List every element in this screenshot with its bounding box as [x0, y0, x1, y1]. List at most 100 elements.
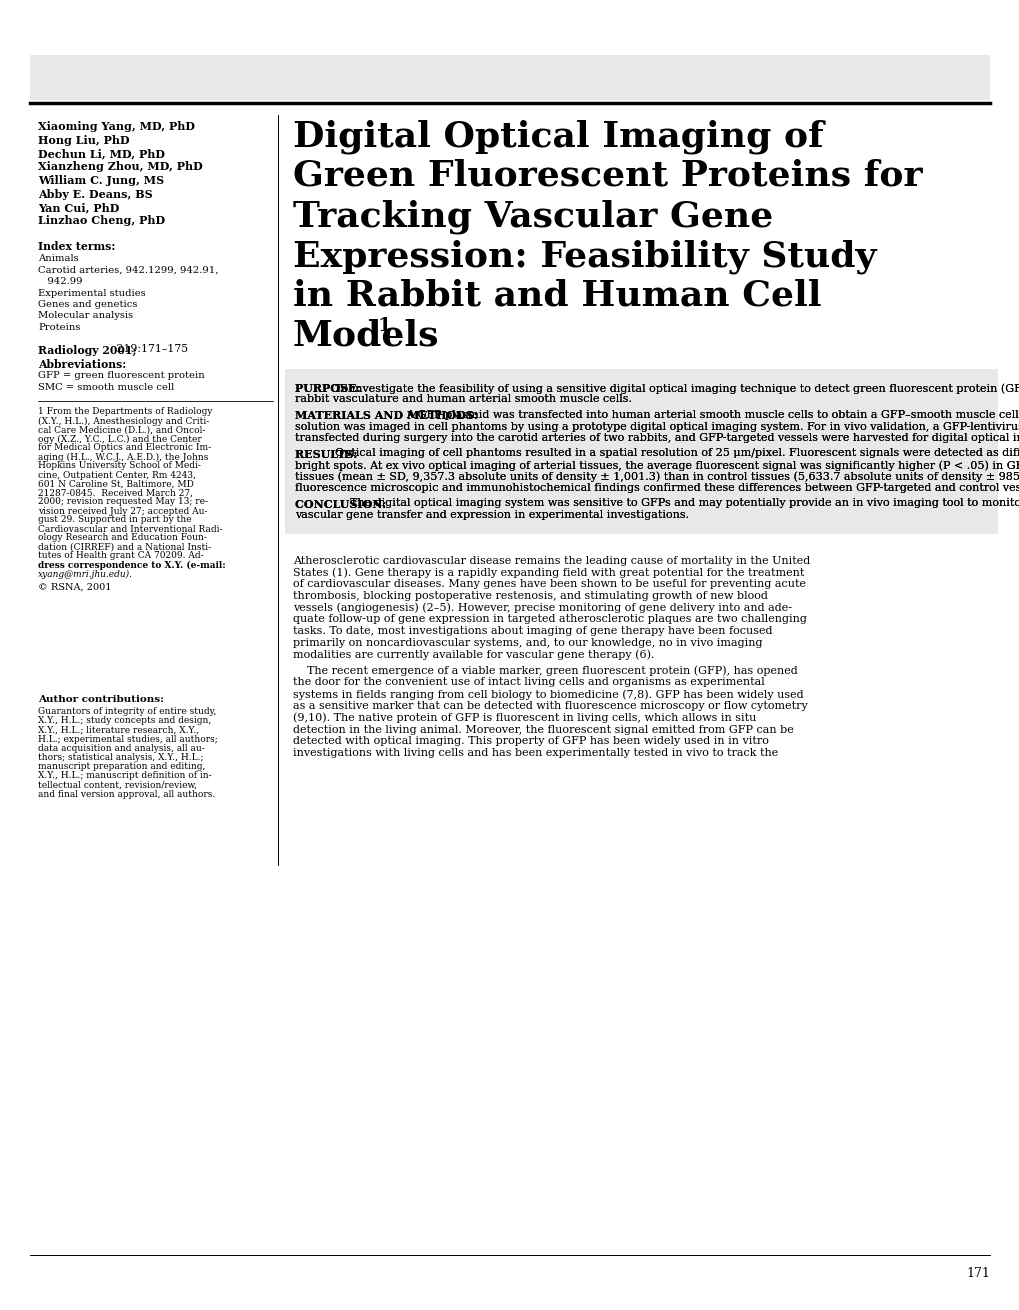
- Text: as a sensitive marker that can be detected with fluorescence microscopy or flow : as a sensitive marker that can be detect…: [292, 701, 807, 711]
- Text: transfected during surgery into the carotid arteries of two rabbits, and GFP-tar: transfected during surgery into the caro…: [294, 434, 1019, 443]
- Text: 1 From the Departments of Radiology: 1 From the Departments of Radiology: [38, 407, 212, 417]
- Text: X.Y., H.L.; literature research, X.Y.,: X.Y., H.L.; literature research, X.Y.,: [38, 726, 199, 735]
- Text: Atherosclerotic cardiovascular disease remains the leading cause of mortality in: Atherosclerotic cardiovascular disease r…: [292, 555, 809, 566]
- Text: for Medical Optics and Electronic Im-: for Medical Optics and Electronic Im-: [38, 444, 211, 452]
- Text: Carotid arteries, 942.1299, 942.91,: Carotid arteries, 942.1299, 942.91,: [38, 266, 218, 275]
- Text: Green Fluorescent Proteins for: Green Fluorescent Proteins for: [292, 159, 921, 193]
- Text: data acquisition and analysis, all au-: data acquisition and analysis, all au-: [38, 744, 205, 753]
- Text: tissues (mean ± SD, 9,357.3 absolute units of density ± 1,001.3) than in control: tissues (mean ± SD, 9,357.3 absolute uni…: [294, 472, 1019, 482]
- Text: solution was imaged in cell phantoms by using a prototype digital optical imagin: solution was imaged in cell phantoms by …: [294, 422, 1019, 431]
- Text: rabbit vasculature and human arterial smooth muscle cells.: rabbit vasculature and human arterial sm…: [294, 394, 632, 405]
- Bar: [284, 369, 997, 533]
- Text: MATERIALS AND METHODS:: MATERIALS AND METHODS:: [294, 410, 481, 421]
- Text: Guarantors of integrity of entire study,: Guarantors of integrity of entire study,: [38, 707, 216, 717]
- Text: CONCLUSION:: CONCLUSION:: [294, 499, 389, 510]
- Text: Digital Optical Imaging of: Digital Optical Imaging of: [292, 119, 823, 153]
- Text: PURPOSE:: PURPOSE:: [294, 383, 364, 394]
- Text: vascular gene transfer and expression in experimental investigations.: vascular gene transfer and expression in…: [294, 510, 689, 520]
- Text: fluorescence microscopic and immunohistochemical findings confirmed these differ: fluorescence microscopic and immunohisto…: [294, 483, 1019, 493]
- Text: 21287-0845.  Received March 27,: 21287-0845. Received March 27,: [38, 489, 193, 498]
- Text: Yan Cui, PhD: Yan Cui, PhD: [38, 202, 119, 214]
- Text: States (1). Gene therapy is a rapidly expanding field with great potential for t: States (1). Gene therapy is a rapidly ex…: [292, 567, 804, 578]
- Text: Optical imaging of cell phantoms resulted in a spatial resolution of 25 μm/pixel: Optical imaging of cell phantoms resulte…: [335, 448, 1019, 458]
- Text: Experimental studies: Experimental studies: [38, 288, 146, 297]
- Text: Proteins: Proteins: [38, 324, 81, 331]
- Text: Optical imaging of cell phantoms resulted in a spatial resolution of 25 μm/pixel: Optical imaging of cell phantoms resulte…: [335, 448, 1019, 458]
- Text: 2000; revision requested May 13; re-: 2000; revision requested May 13; re-: [38, 498, 208, 507]
- Text: 1: 1: [377, 317, 391, 335]
- Text: H.L.; experimental studies, all authors;: H.L.; experimental studies, all authors;: [38, 735, 217, 744]
- Text: bright spots. At ex vivo optical imaging of arterial tissues, the average fluore: bright spots. At ex vivo optical imaging…: [294, 460, 1019, 470]
- Text: thors; statistical analysis, X.Y., H.L.;: thors; statistical analysis, X.Y., H.L.;: [38, 753, 204, 762]
- Text: cine, Outpatient Center, Rm 4243,: cine, Outpatient Center, Rm 4243,: [38, 470, 196, 479]
- Text: 942.99: 942.99: [38, 276, 83, 286]
- Text: modalities are currently available for vascular gene therapy (6).: modalities are currently available for v…: [292, 650, 654, 660]
- Text: vessels (angiogenesis) (2–5). However, precise monitoring of gene delivery into : vessels (angiogenesis) (2–5). However, p…: [292, 603, 791, 613]
- Text: A GFP plasmid was transfected into human arterial smooth muscle cells to obtain : A GFP plasmid was transfected into human…: [406, 410, 1019, 421]
- Text: Hong Liu, PhD: Hong Liu, PhD: [38, 135, 129, 145]
- Text: bright spots. At ex vivo optical imaging of arterial tissues, the average fluore: bright spots. At ex vivo optical imaging…: [294, 460, 1019, 470]
- Text: Index terms:: Index terms:: [38, 241, 115, 252]
- Text: (X.Y., H.L.), Anesthesiology and Criti-: (X.Y., H.L.), Anesthesiology and Criti-: [38, 417, 209, 426]
- Text: dation (CIRREF) and a National Insti-: dation (CIRREF) and a National Insti-: [38, 542, 211, 552]
- Text: aging (H.L., W.C.J., A.E.D.), the Johns: aging (H.L., W.C.J., A.E.D.), the Johns: [38, 452, 208, 461]
- Text: investigations with living cells and has been experimentally tested in vivo to t: investigations with living cells and has…: [292, 748, 777, 758]
- Text: tasks. To date, most investigations about imaging of gene therapy have been focu: tasks. To date, most investigations abou…: [292, 626, 771, 637]
- Text: 171: 171: [965, 1267, 989, 1280]
- Text: and final version approval, all authors.: and final version approval, all authors.: [38, 790, 215, 799]
- Text: Dechun Li, MD, PhD: Dechun Li, MD, PhD: [38, 148, 165, 159]
- Text: © RSNA, 2001: © RSNA, 2001: [38, 583, 111, 592]
- Text: (9,10). The native protein of GFP is fluorescent in living cells, which allows i: (9,10). The native protein of GFP is flu…: [292, 713, 756, 723]
- Text: in Rabbit and Human Cell: in Rabbit and Human Cell: [292, 279, 820, 313]
- Text: The digital optical imaging system was sensitive to GFPs and may potentially pro: The digital optical imaging system was s…: [351, 499, 1019, 508]
- Text: systems in fields ranging from cell biology to biomedicine (7,8). GFP has been w: systems in fields ranging from cell biol…: [292, 689, 803, 700]
- Text: primarily on noncardiovascular systems, and, to our knowledge, no in vivo imagin: primarily on noncardiovascular systems, …: [292, 638, 762, 648]
- Text: manuscript preparation and editing,: manuscript preparation and editing,: [38, 762, 205, 772]
- Text: MATERIALS AND METHODS:: MATERIALS AND METHODS:: [294, 410, 481, 421]
- Text: of cardiovascular diseases. Many genes have been shown to be useful for preventi: of cardiovascular diseases. Many genes h…: [292, 579, 805, 590]
- Text: To investigate the feasibility of using a sensitive digital optical imaging tech: To investigate the feasibility of using …: [335, 383, 1019, 393]
- Text: 601 N Caroline St, Baltimore, MD: 601 N Caroline St, Baltimore, MD: [38, 479, 194, 489]
- Text: Models: Models: [292, 320, 439, 352]
- Text: Abby E. Deans, BS: Abby E. Deans, BS: [38, 189, 153, 199]
- Text: solution was imaged in cell phantoms by using a prototype digital optical imagin: solution was imaged in cell phantoms by …: [294, 422, 1019, 431]
- Text: gust 29. Supported in part by the: gust 29. Supported in part by the: [38, 516, 192, 524]
- Text: X.Y., H.L.; manuscript definition of in-: X.Y., H.L.; manuscript definition of in-: [38, 772, 211, 781]
- Text: GFP = green fluorescent protein: GFP = green fluorescent protein: [38, 372, 205, 380]
- Text: Linzhao Cheng, PhD: Linzhao Cheng, PhD: [38, 216, 165, 227]
- Text: ogy (X.Z., Y.C., L.C.) and the Center: ogy (X.Z., Y.C., L.C.) and the Center: [38, 435, 202, 444]
- Text: Expression: Feasibility Study: Expression: Feasibility Study: [292, 238, 875, 274]
- Bar: [30, 55, 989, 100]
- Text: rabbit vasculature and human arterial smooth muscle cells.: rabbit vasculature and human arterial sm…: [294, 394, 632, 405]
- Text: PURPOSE:: PURPOSE:: [294, 383, 364, 394]
- Text: CONCLUSION:: CONCLUSION:: [294, 499, 389, 510]
- Text: tellectual content, revision/review,: tellectual content, revision/review,: [38, 781, 197, 790]
- Text: vascular gene transfer and expression in experimental investigations.: vascular gene transfer and expression in…: [294, 510, 689, 520]
- Text: Hopkins University School of Medi-: Hopkins University School of Medi-: [38, 461, 201, 470]
- Text: tutes of Health grant CA 70209. Ad-: tutes of Health grant CA 70209. Ad-: [38, 552, 204, 561]
- Text: tissues (mean ± SD, 9,357.3 absolute units of density ± 1,001.3) than in control: tissues (mean ± SD, 9,357.3 absolute uni…: [294, 472, 1019, 482]
- Text: Xianzheng Zhou, MD, PhD: Xianzheng Zhou, MD, PhD: [38, 161, 203, 173]
- Text: Molecular analysis: Molecular analysis: [38, 312, 133, 321]
- Text: Animals: Animals: [38, 254, 78, 263]
- Text: SMC = smooth muscle cell: SMC = smooth muscle cell: [38, 383, 174, 392]
- Text: quate follow-up of gene expression in targeted atherosclerotic plaques are two c: quate follow-up of gene expression in ta…: [292, 614, 806, 625]
- Text: William C. Jung, MS: William C. Jung, MS: [38, 176, 164, 186]
- Text: the door for the convenient use of intact living cells and organisms as experime: the door for the convenient use of intac…: [292, 677, 764, 688]
- Text: A GFP plasmid was transfected into human arterial smooth muscle cells to obtain : A GFP plasmid was transfected into human…: [406, 410, 1019, 421]
- Text: To investigate the feasibility of using a sensitive digital optical imaging tech: To investigate the feasibility of using …: [335, 383, 1019, 393]
- Text: Xiaoming Yang, MD, PhD: Xiaoming Yang, MD, PhD: [38, 121, 195, 132]
- Text: Abbreviations:: Abbreviations:: [38, 359, 126, 369]
- Text: dress correspondence to X.Y. (e-mail:: dress correspondence to X.Y. (e-mail:: [38, 561, 225, 570]
- Text: Tracking Vascular Gene: Tracking Vascular Gene: [292, 199, 772, 233]
- Text: transfected during surgery into the carotid arteries of two rabbits, and GFP-tar: transfected during surgery into the caro…: [294, 434, 1019, 443]
- Text: The digital optical imaging system was sensitive to GFPs and may potentially pro: The digital optical imaging system was s…: [351, 499, 1019, 508]
- Text: fluorescence microscopic and immunohistochemical findings confirmed these differ: fluorescence microscopic and immunohisto…: [294, 483, 1019, 493]
- Text: Genes and genetics: Genes and genetics: [38, 300, 138, 309]
- Text: xyang@mri.jhu.edu).: xyang@mri.jhu.edu).: [38, 570, 132, 579]
- Text: RESULTS:: RESULTS:: [294, 448, 361, 460]
- Text: vision received July 27; accepted Au-: vision received July 27; accepted Au-: [38, 507, 207, 516]
- Text: ology Research and Education Foun-: ology Research and Education Foun-: [38, 533, 207, 542]
- Text: X.Y., H.L.; study concepts and design,: X.Y., H.L.; study concepts and design,: [38, 717, 211, 726]
- Text: thrombosis, blocking postoperative restenosis, and stimulating growth of new blo: thrombosis, blocking postoperative reste…: [292, 591, 767, 601]
